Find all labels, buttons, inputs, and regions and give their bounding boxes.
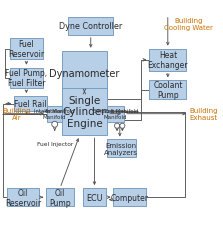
Text: Intake Manifold: Intake Manifold [34,108,75,113]
FancyBboxPatch shape [107,140,136,158]
FancyBboxPatch shape [47,106,62,122]
FancyBboxPatch shape [114,188,146,206]
Text: Fuel Rail: Fuel Rail [14,100,47,109]
FancyBboxPatch shape [68,18,114,36]
Text: Dyne Controller: Dyne Controller [59,22,122,31]
FancyBboxPatch shape [10,68,43,88]
Text: Single
Cylinder
Engine: Single Cylinder Engine [63,96,106,128]
FancyBboxPatch shape [7,188,39,206]
Text: Coolant
Pump: Coolant Pump [153,81,183,100]
Text: Intake
Manifold: Intake Manifold [43,109,66,119]
Text: Computer: Computer [111,193,149,202]
FancyBboxPatch shape [62,52,107,96]
Text: Emission
Analyzers: Emission Analyzers [104,142,138,155]
Text: Heat
Exchanger: Heat Exchanger [148,51,188,70]
FancyBboxPatch shape [46,188,74,206]
Text: Fuel Pump,
Fuel Filter: Fuel Pump, Fuel Filter [5,69,47,88]
FancyBboxPatch shape [10,39,43,60]
Text: Oil
Pump: Oil Pump [49,188,71,207]
Text: ECU: ECU [86,193,103,202]
Text: Exhaust
Manifold: Exhaust Manifold [104,109,127,119]
FancyBboxPatch shape [149,81,186,100]
FancyBboxPatch shape [107,106,124,122]
Text: Exhaust Manifold: Exhaust Manifold [93,108,138,113]
Text: Oil
Reservoir: Oil Reservoir [5,188,41,207]
FancyBboxPatch shape [14,97,47,111]
FancyBboxPatch shape [83,188,106,206]
FancyBboxPatch shape [62,88,107,136]
Text: Dynamometer: Dynamometer [49,69,120,79]
Circle shape [52,122,58,128]
Text: Fuel Injector: Fuel Injector [37,141,73,146]
Text: Building
Exhaust: Building Exhaust [190,108,218,121]
Text: Fuel
Reservoir: Fuel Reservoir [8,40,44,59]
FancyBboxPatch shape [149,49,186,72]
Text: Building
Air: Building Air [2,108,31,121]
Circle shape [120,124,125,129]
Circle shape [115,124,120,129]
Text: Building
Cooling Water: Building Cooling Water [164,18,213,31]
